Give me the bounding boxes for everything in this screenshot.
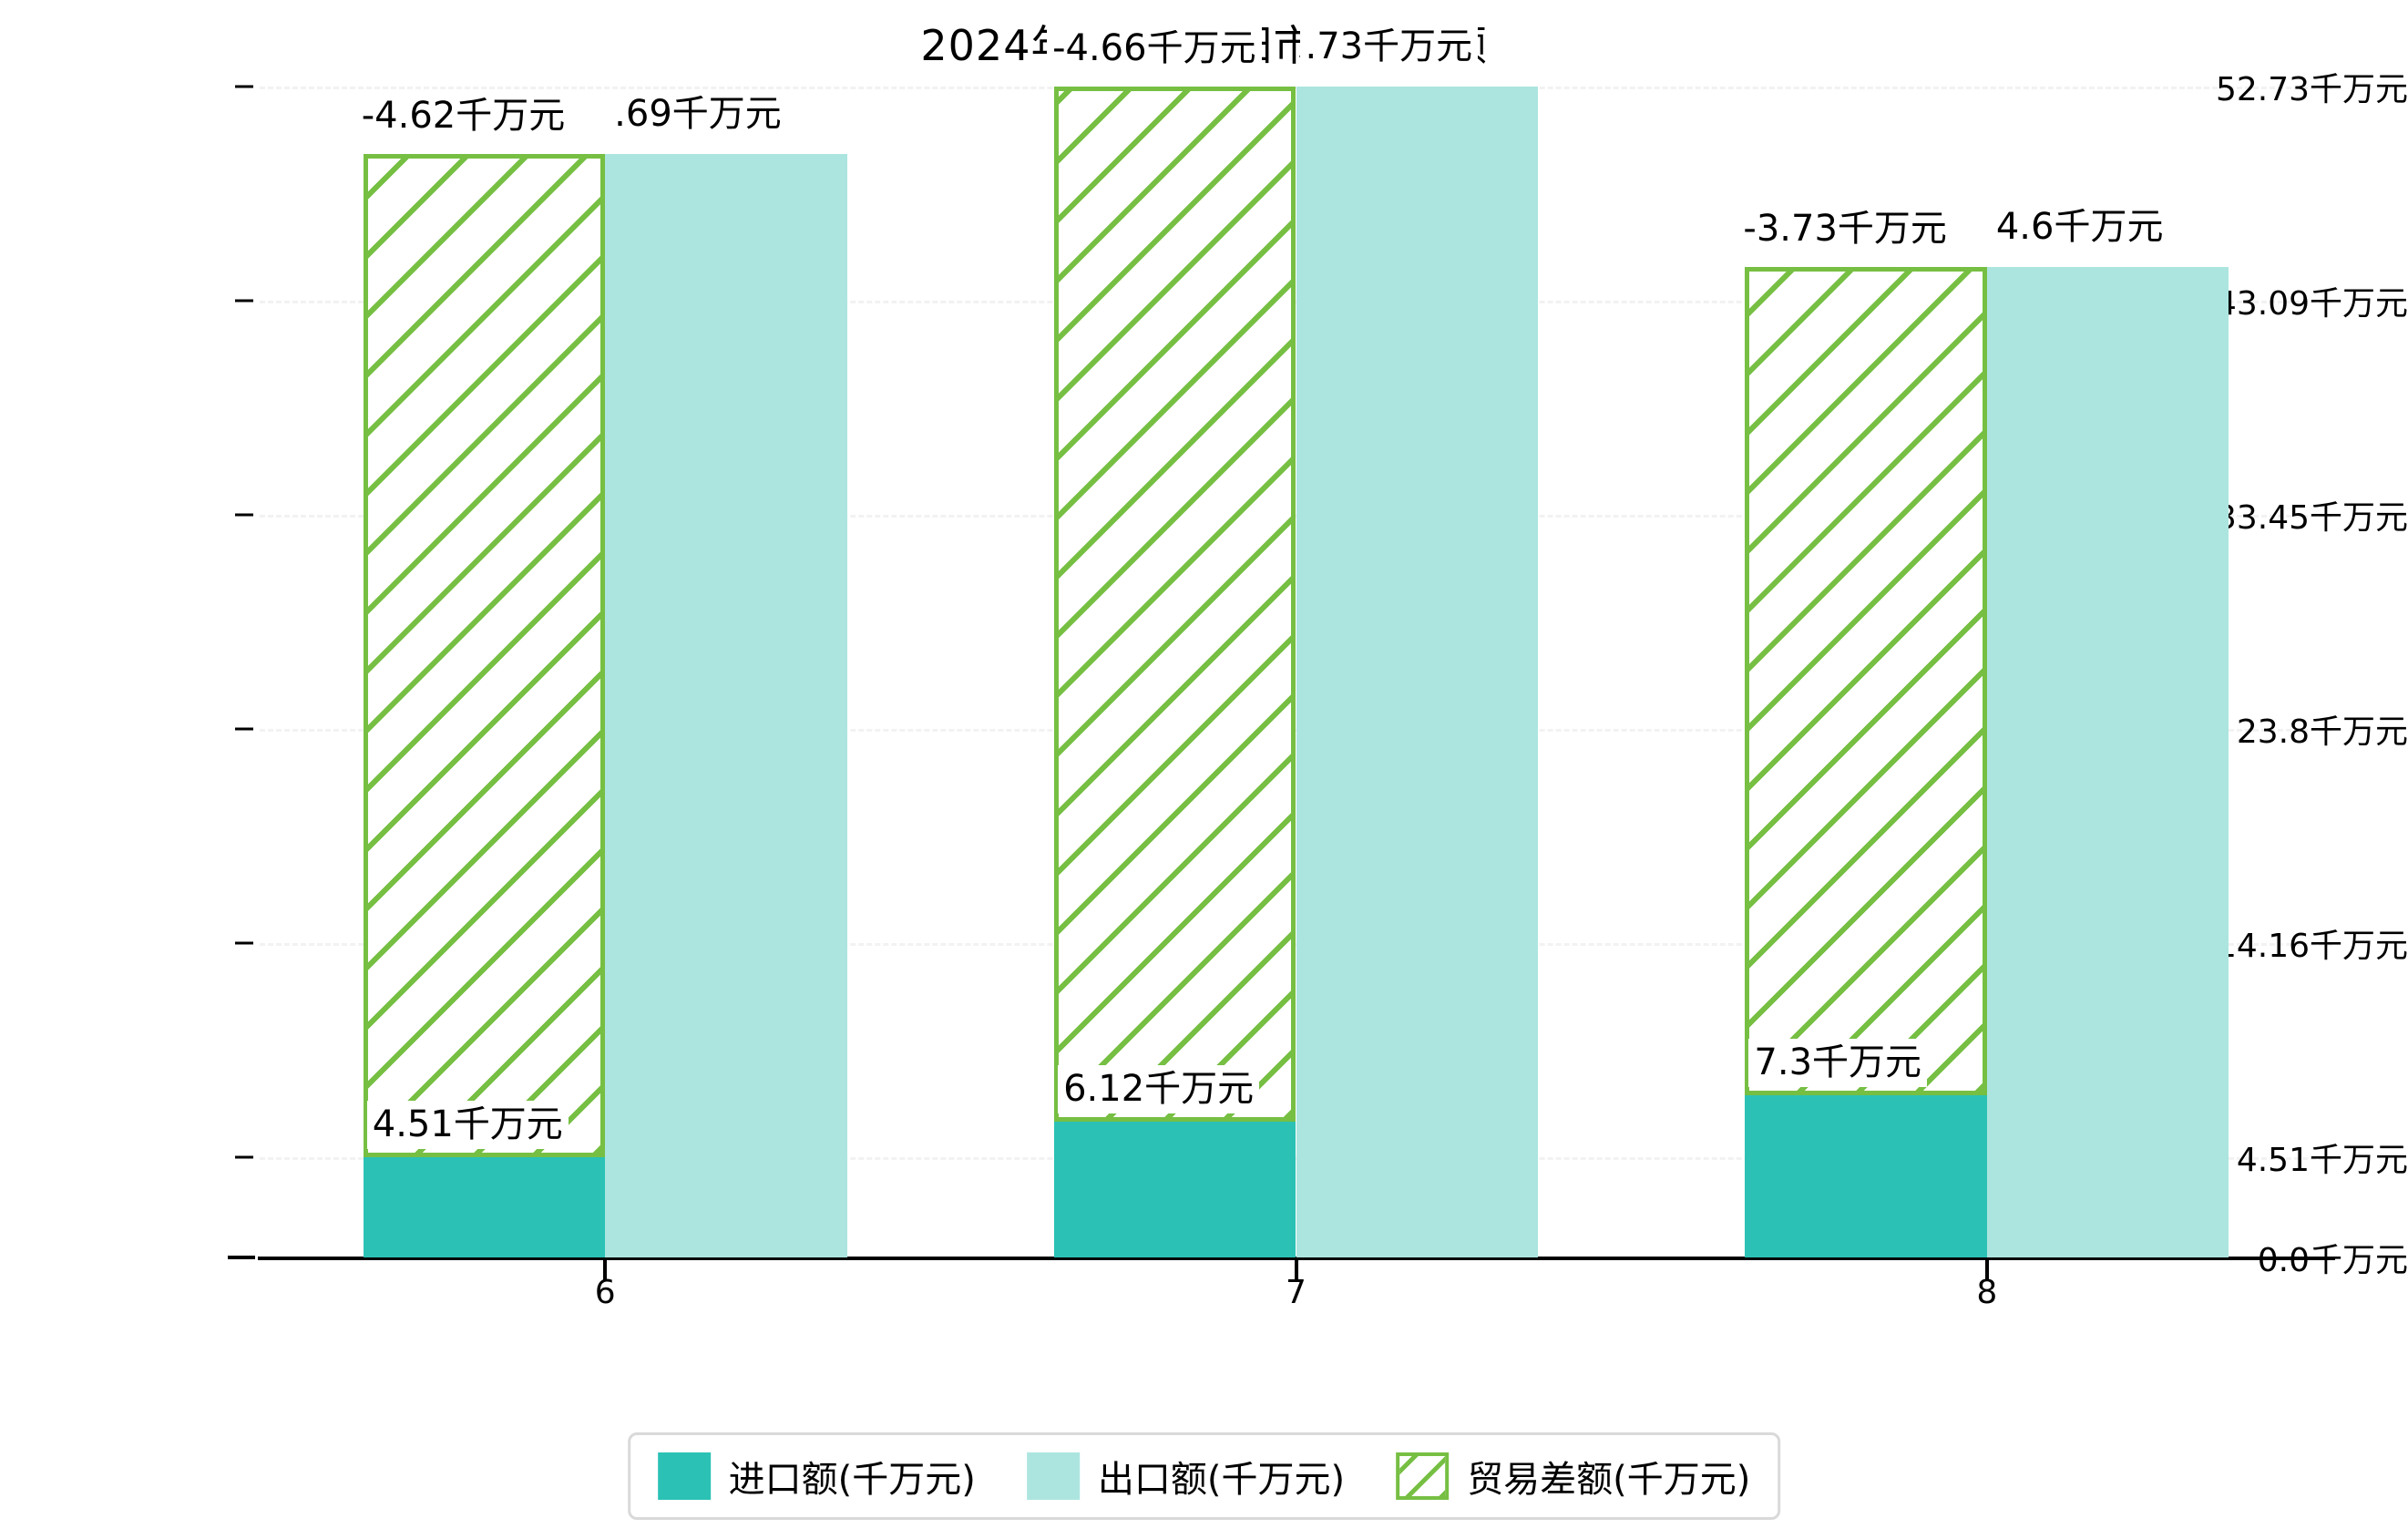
bar-balance-6[interactable] [363,154,606,1158]
y-axis-tick-label: 14.16千万元 [2215,927,2408,965]
legend-label-export: 出口额(千万元) [1097,1459,1346,1501]
legend-swatch-import-icon [657,1452,711,1500]
bar-import-6[interactable] [363,1157,606,1257]
legend-item-balance[interactable]: 贸易差额(千万元) [1396,1450,1750,1503]
y-axis-tick-label: 23.8千万元 [2236,713,2408,751]
data-label-import-7: 6.12千万元 [1058,1064,1260,1113]
legend-item-export[interactable]: 出口额(千万元) [1026,1450,1346,1503]
data-label-balance-8: -3.73千万元 [1737,205,1952,253]
y-axis-tick-mark [235,513,253,517]
data-label-import-6: 4.51千万元 [366,1101,569,1149]
chart-legend: 进口额(千万元) 出口额(千万元) 贸易差额(千万元) [627,1432,1781,1520]
x-axis-tick-mark [1294,1260,1298,1280]
y-axis-tick-mark [235,727,253,731]
y-axis-tick-mark [228,1256,255,1259]
legend-item-import[interactable]: 进口额(千万元) [657,1450,976,1503]
x-axis-tick-label: 7 [1286,1274,1306,1311]
legend-swatch-balance-icon [1396,1452,1450,1500]
y-axis-tick-mark [235,85,253,88]
legend-label-import: 进口额(千万元) [728,1459,976,1501]
bar-balance-8[interactable] [1745,267,1987,1096]
x-axis-tick-mark [603,1260,608,1280]
x-axis-tick-label: 8 [1976,1274,1998,1311]
y-axis-tick-label: 52.73千万元 [2215,71,2408,108]
bar-export-6[interactable] [605,154,847,1257]
y-axis-tick-label: 33.45千万元 [2215,498,2408,537]
legend-swatch-export-icon [1026,1452,1080,1500]
data-label-export-8: 4.6千万元 [1990,203,2169,251]
x-axis-line [258,1257,2335,1260]
data-label-import-8: 7.3千万元 [1748,1039,1928,1087]
x-axis-tick-label: 6 [594,1274,616,1311]
data-label-balance-7: -4.66千万元 [1047,25,1262,73]
data-label-balance-6: -4.62千万元 [355,92,571,140]
y-axis-tick-label: 0.0千万元 [2257,1242,2408,1279]
y-axis-tick-label: 43.09千万元 [2215,284,2408,323]
y-axis-tick-label: 4.51千万元 [2236,1142,2408,1180]
data-label-export-7: .73千万元 [1299,23,1479,71]
bar-export-8[interactable] [1986,267,2229,1257]
y-axis-tick-mark [235,299,253,303]
bar-balance-7[interactable] [1054,87,1296,1122]
bar-import-7[interactable] [1054,1121,1296,1257]
bar-export-7[interactable] [1296,87,1538,1257]
data-label-export-6: .69千万元 [609,90,787,139]
y-axis-tick-mark [235,941,253,945]
legend-label-balance: 贸易差额(千万元) [1467,1459,1751,1501]
x-axis-tick-mark [1984,1260,1989,1280]
bar-import-8[interactable] [1745,1095,1987,1257]
y-axis-tick-mark [235,1155,253,1159]
